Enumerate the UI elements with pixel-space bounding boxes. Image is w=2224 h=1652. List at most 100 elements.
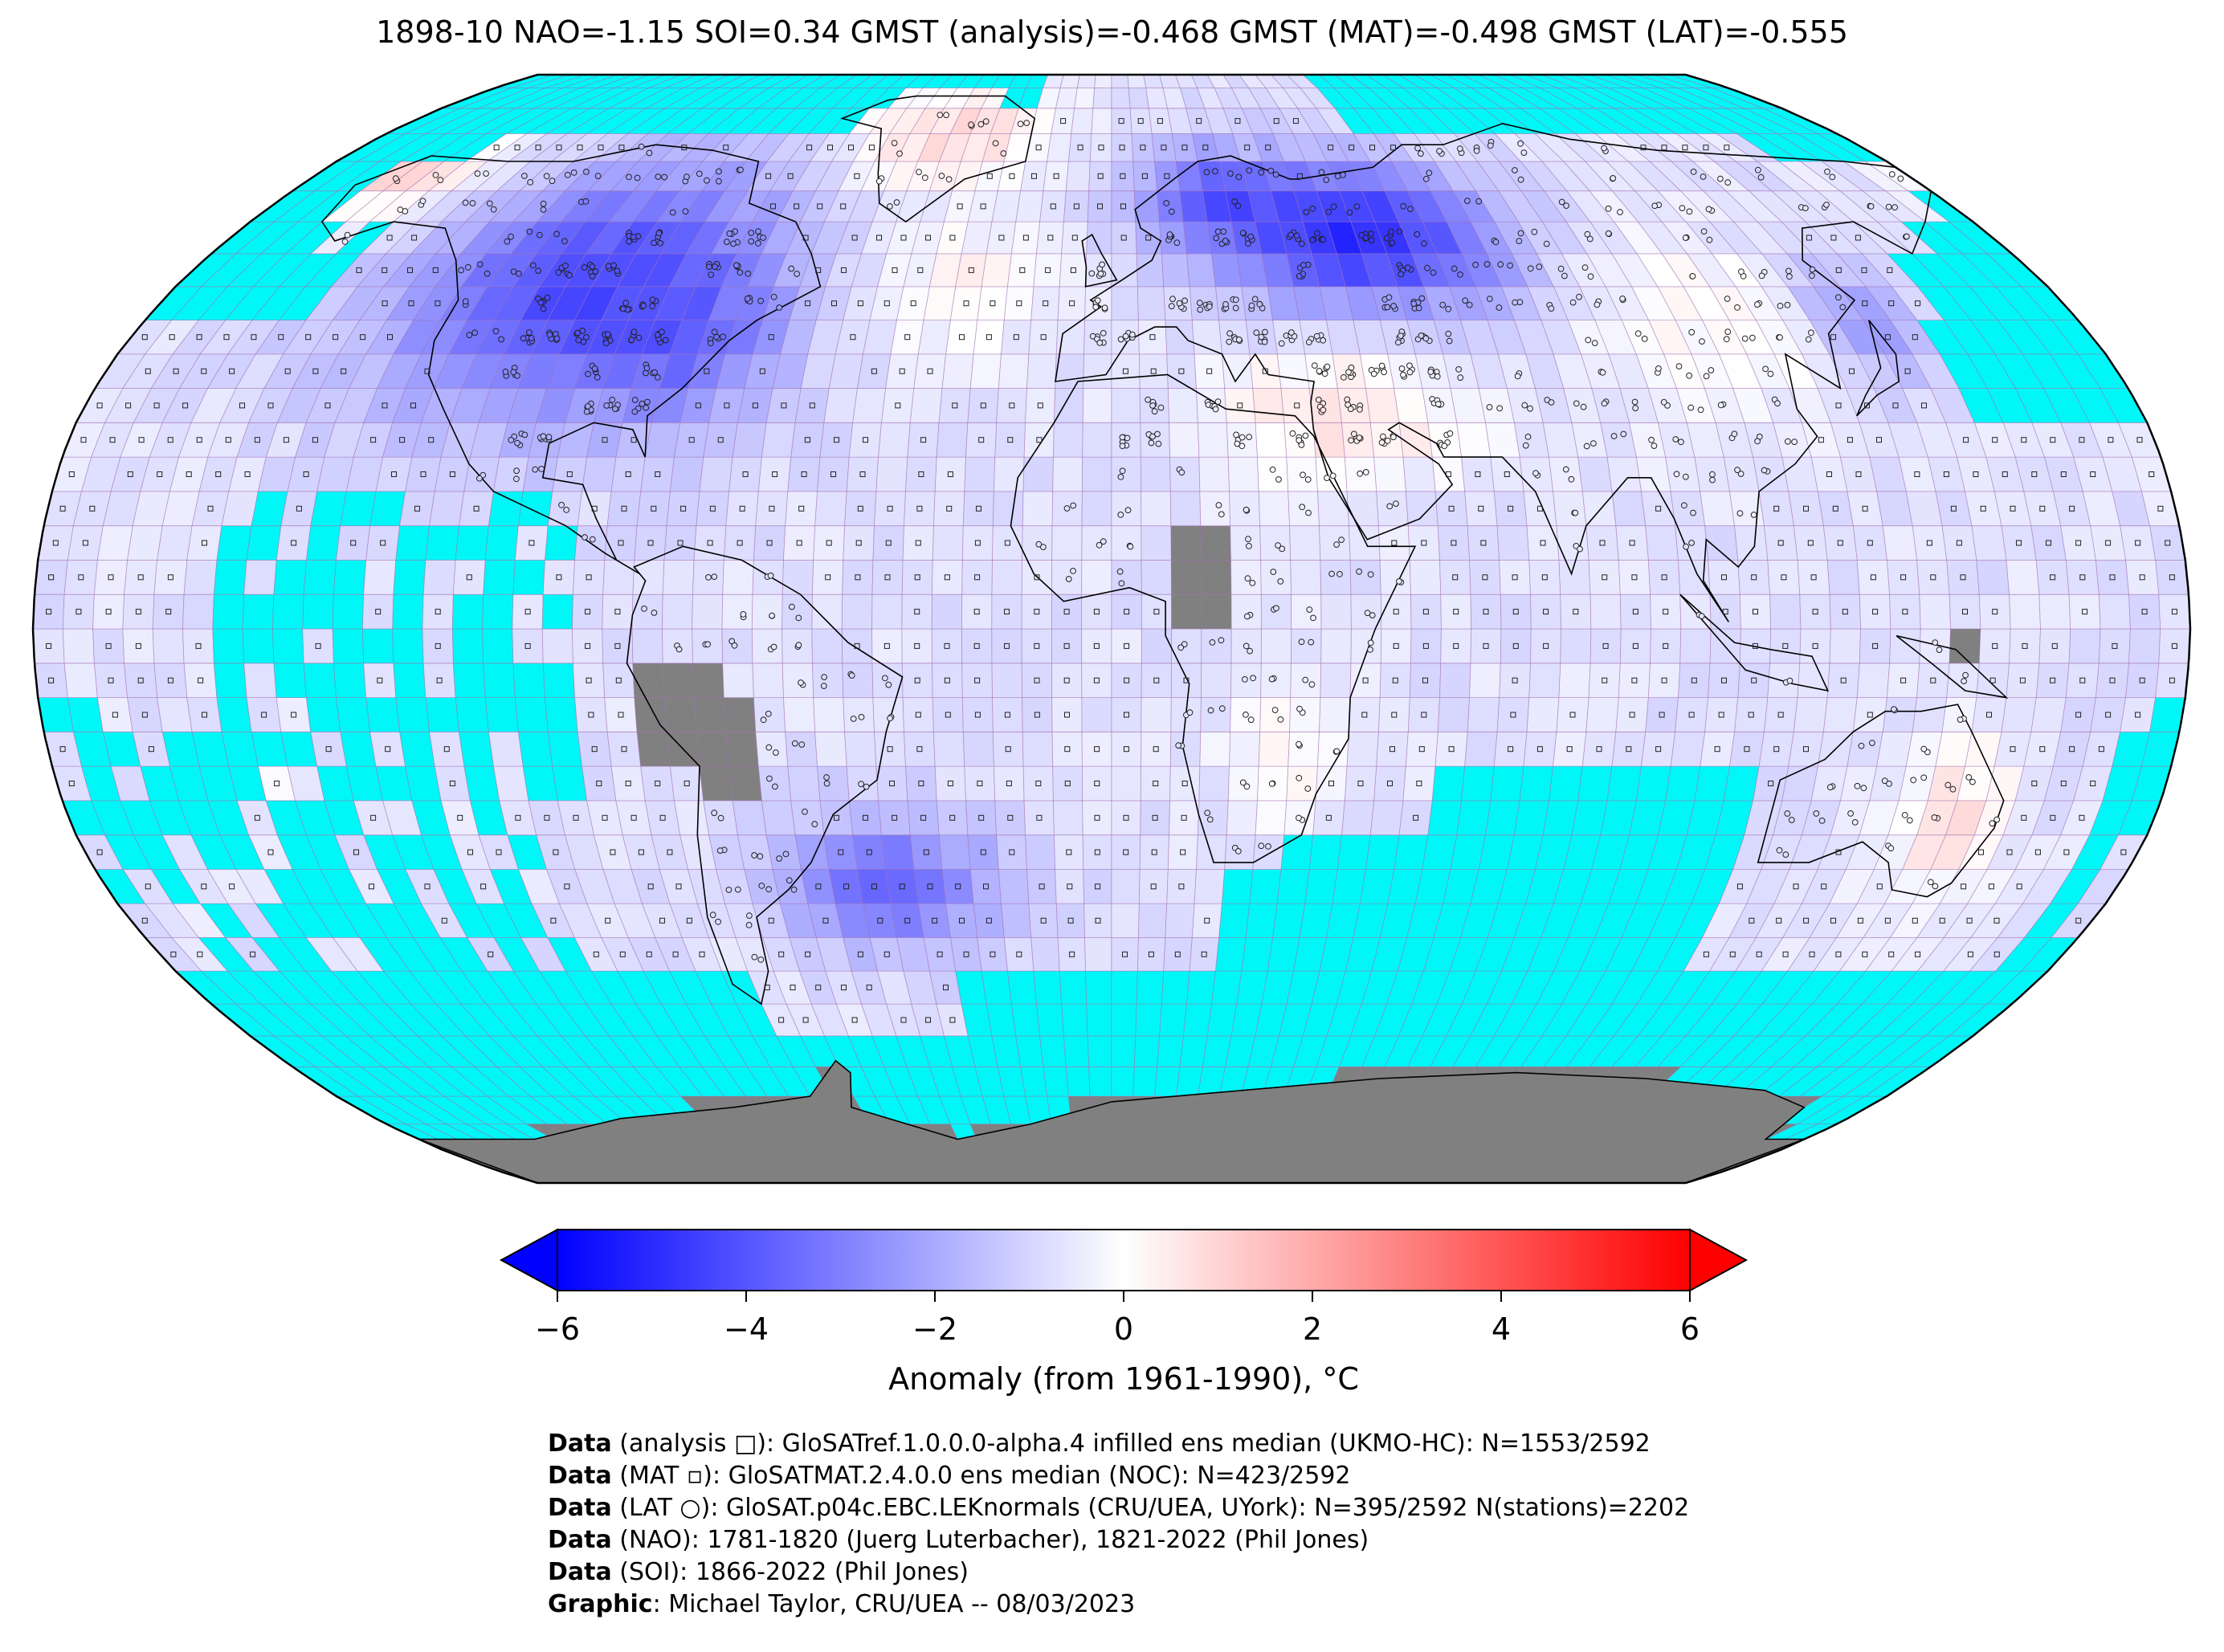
grid-cell — [1141, 560, 1172, 595]
grid-cell — [1320, 560, 1352, 595]
station-marker — [1741, 335, 1749, 342]
grid-cell — [493, 765, 529, 802]
grid-cell — [1611, 491, 1647, 527]
station-marker — [737, 269, 744, 276]
grid-cell — [67, 525, 104, 561]
station-marker — [1097, 270, 1104, 277]
grid-cell — [1023, 800, 1055, 836]
grid-cell — [1167, 834, 1198, 870]
grid-cell — [67, 697, 104, 732]
grid-cell — [1618, 560, 1651, 595]
grid-cell — [1916, 560, 1950, 595]
grid-cell — [1198, 765, 1230, 802]
station-marker — [1932, 639, 1939, 646]
grid-cell — [2095, 663, 2130, 698]
grid-cell — [1199, 491, 1231, 527]
grid-cell — [790, 800, 825, 836]
station-marker — [795, 642, 802, 649]
station-marker — [1788, 817, 1795, 823]
station-marker — [765, 886, 772, 893]
grid-cell — [1373, 456, 1406, 492]
station-marker — [527, 179, 534, 186]
grid-cell — [1971, 697, 2007, 732]
grid-cell — [1485, 800, 1520, 836]
grid-cell — [1083, 903, 1112, 938]
station-marker — [1688, 540, 1696, 546]
station-marker — [1447, 430, 1454, 437]
grid-cell — [1136, 253, 1165, 288]
grid-cell — [1461, 456, 1495, 492]
station-marker — [704, 641, 711, 648]
station-marker — [1296, 740, 1302, 748]
colorbar-tick-label: 2 — [1303, 1311, 1322, 1347]
station-marker — [1305, 339, 1312, 346]
station-marker — [1212, 406, 1219, 413]
grid-cell — [1197, 422, 1229, 458]
grid-cell — [1407, 697, 1440, 732]
grid-cell — [1276, 353, 1310, 389]
grid-cell — [1052, 422, 1083, 458]
station-marker — [1456, 145, 1463, 153]
grid-cell — [369, 491, 406, 527]
station-marker — [1395, 339, 1402, 346]
grid-cell — [1678, 560, 1711, 595]
station-marker — [1823, 202, 1830, 208]
grid-cell — [819, 800, 854, 836]
grid-cell — [817, 456, 850, 492]
station-marker — [1610, 433, 1618, 439]
station-marker — [1573, 400, 1580, 407]
grid-cell — [1405, 491, 1438, 527]
station-marker — [887, 203, 893, 210]
grid-cell — [577, 491, 612, 527]
grid-cell — [1919, 593, 1952, 630]
station-marker — [1897, 175, 1904, 182]
grid-cell — [1229, 731, 1261, 767]
station-marker — [757, 853, 764, 860]
station-marker — [776, 304, 783, 311]
station-marker — [891, 140, 898, 147]
grid-cell — [1033, 253, 1063, 288]
grid-cell — [2038, 628, 2071, 664]
station-marker — [789, 603, 795, 610]
station-marker — [1265, 843, 1271, 850]
station-marker — [758, 883, 765, 889]
station-marker — [1901, 812, 1908, 818]
station-marker — [850, 716, 857, 722]
grid-cell — [1585, 525, 1619, 561]
station-marker — [630, 234, 637, 240]
grid-cell — [363, 560, 397, 595]
station-marker — [1398, 332, 1404, 340]
station-marker — [1385, 294, 1393, 301]
grid-cell — [812, 663, 844, 698]
station-marker — [746, 912, 753, 919]
station-marker — [1169, 296, 1176, 303]
grid-cell — [1081, 628, 1112, 664]
station-marker — [1761, 467, 1768, 474]
grid-cell — [1094, 75, 1112, 88]
station-marker — [437, 177, 444, 184]
station-marker — [751, 852, 757, 859]
station-marker — [1782, 851, 1789, 858]
grid-cell — [1440, 628, 1472, 664]
station-marker — [757, 297, 764, 304]
credit-line: Data (NAO): 1781-1820 (Juerg Luterbacher… — [548, 1524, 1689, 1556]
grid-cell — [541, 628, 573, 664]
station-marker — [1246, 434, 1252, 440]
grid-cell — [1528, 663, 1561, 698]
grid-cell — [275, 697, 312, 732]
grid-cell — [1059, 75, 1080, 88]
station-marker — [1235, 337, 1243, 343]
grid-cell — [1111, 190, 1136, 222]
grid-cell — [1136, 937, 1166, 972]
grid-cell — [1218, 903, 1251, 938]
station-marker — [1660, 398, 1667, 406]
grid-cell — [610, 456, 646, 492]
station-marker — [1568, 475, 1575, 483]
station-marker — [1839, 304, 1847, 311]
station-marker — [526, 228, 533, 235]
station-marker — [669, 209, 676, 216]
station-marker — [740, 611, 747, 618]
grid-cell — [1039, 190, 1067, 222]
grid-cell — [1308, 388, 1342, 423]
grid-cell — [246, 697, 282, 732]
